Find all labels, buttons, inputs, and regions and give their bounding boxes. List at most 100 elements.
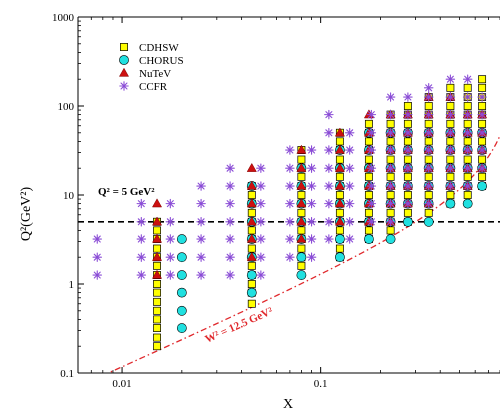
data-point-ccfr [285, 198, 295, 209]
data-point-nutev [296, 216, 307, 226]
data-point-cdhsw [297, 172, 306, 181]
asterisk-stroke [325, 182, 333, 190]
asterisk-stroke [367, 218, 375, 226]
data-point-cdhsw [364, 208, 373, 217]
data-point-cdhsw [153, 244, 161, 253]
asterisk-stroke [387, 164, 395, 172]
y-axis-label: Q²(GeV²) [19, 187, 34, 242]
asterisk-stroke [367, 111, 375, 119]
data-point-cdhsw [153, 324, 161, 332]
data-point-ccfr [306, 181, 317, 191]
asterisk-stroke [404, 111, 412, 119]
data-point-ccfr [403, 163, 413, 173]
data-point-ccfr [324, 128, 334, 138]
data-point-cdhsw [446, 119, 455, 128]
data-point-cdhsw [297, 261, 306, 270]
data-point-cdhsw [424, 102, 433, 110]
data-point-cdhsw [446, 155, 455, 164]
data-point-chorus [176, 270, 187, 280]
data-point-cdhsw [297, 155, 306, 164]
data-point-cdhsw [463, 102, 472, 110]
data-point-ccfr [256, 270, 266, 280]
data-point-cdhsw [478, 75, 487, 84]
data-point-ccfr [385, 181, 396, 191]
asterisk-stroke [137, 235, 145, 243]
data-point-ccfr [324, 234, 334, 244]
plot-content [78, 74, 500, 373]
data-point-ccfr [403, 181, 413, 191]
asterisk-stroke [367, 182, 375, 190]
data-point-nutev [152, 251, 163, 261]
asterisk-stroke [464, 75, 472, 83]
data-point-ccfr [324, 109, 334, 120]
asterisk-stroke [93, 253, 101, 261]
asterisk-stroke [404, 164, 412, 172]
data-point-nutev [296, 162, 307, 172]
data-point-chorus [364, 234, 374, 244]
data-point-ccfr [344, 198, 355, 209]
data-point-ccfr [165, 234, 176, 244]
data-point-cdhsw [463, 119, 472, 128]
data-point-nutev [152, 216, 163, 226]
data-point-cdhsw [424, 191, 433, 199]
data-point-ccfr [385, 128, 396, 138]
asterisk-stroke [308, 200, 316, 208]
x-tick-label: 0.01 [112, 378, 131, 390]
data-point-ccfr [256, 234, 266, 244]
asterisk-stroke [93, 271, 101, 279]
asterisk-stroke [120, 82, 128, 90]
asterisk-stroke [425, 84, 433, 92]
data-point-chorus [176, 252, 187, 263]
data-point-chorus [176, 323, 187, 333]
data-point-ccfr [366, 163, 377, 173]
data-point-ccfr [423, 109, 434, 120]
data-point-nutev [246, 251, 257, 261]
data-point-cdhsw [364, 119, 373, 128]
data-point-cdhsw [478, 155, 487, 164]
data-point-cdhsw [297, 244, 306, 253]
data-point-ccfr [344, 217, 355, 227]
data-point-cdhsw [446, 137, 455, 146]
asterisk-stroke [257, 271, 265, 279]
asterisk-stroke [197, 235, 205, 243]
data-point-ccfr [462, 109, 473, 120]
asterisk-stroke [367, 129, 375, 137]
data-point-chorus [176, 287, 187, 298]
asterisk-stroke [425, 129, 433, 137]
asterisk-stroke [404, 182, 412, 190]
data-point-nutev [334, 127, 345, 137]
asterisk-stroke [308, 146, 316, 154]
asterisk-stroke [226, 164, 234, 172]
asterisk-stroke [286, 164, 294, 172]
data-point-ccfr [423, 145, 434, 155]
data-point-ccfr [285, 252, 295, 262]
legend-marker-cdhsw [120, 43, 128, 51]
asterisk-stroke [464, 111, 472, 119]
data-point-cdhsw [335, 226, 344, 235]
asterisk-stroke [425, 164, 433, 172]
data-point-cdhsw [478, 83, 487, 92]
axes: 0.1 1 10 100 1000 0.01 0.1 [52, 12, 500, 390]
asterisk-stroke [478, 129, 486, 137]
data-point-cdhsw [463, 137, 472, 146]
data-point-cdhsw [446, 83, 455, 92]
data-point-ccfr [445, 163, 456, 173]
asterisk-stroke [197, 182, 205, 190]
data-point-chorus [246, 287, 257, 298]
data-point-cdhsw [403, 137, 412, 146]
data-point-nutev [246, 198, 257, 208]
asterisk-stroke [464, 182, 472, 190]
data-point-ccfr [196, 252, 206, 262]
data-point-ccfr [385, 109, 396, 120]
asterisk-stroke [325, 218, 333, 226]
asterisk-stroke [308, 182, 316, 190]
data-point-cdhsw [478, 119, 487, 128]
data-point-cdhsw [335, 155, 344, 164]
asterisk-stroke [308, 164, 316, 172]
data-point-nutev [334, 216, 345, 226]
data-point-ccfr [324, 163, 334, 173]
data-point-ccfr [385, 145, 396, 155]
asterisk-stroke [197, 218, 205, 226]
data-point-cdhsw [247, 208, 256, 217]
data-point-nutev [152, 198, 163, 208]
